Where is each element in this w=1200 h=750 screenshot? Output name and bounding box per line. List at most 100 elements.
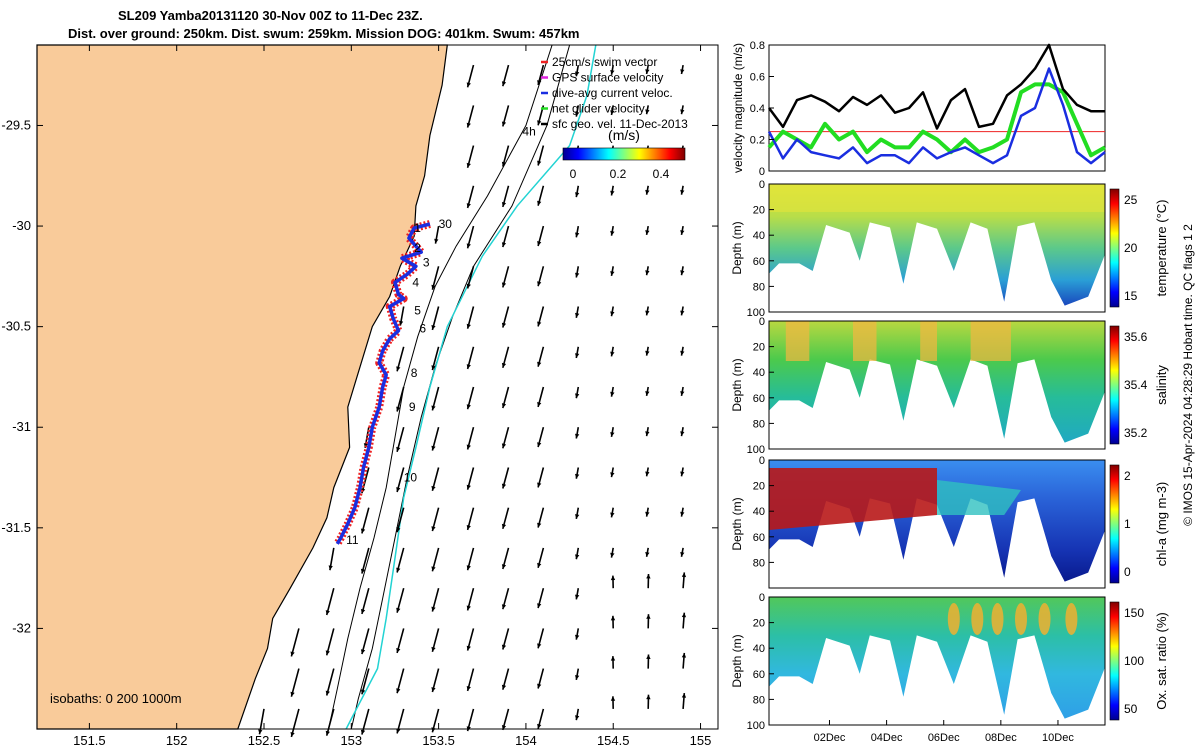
velocity-arrow-head [466,565,471,571]
section-panel-chl-a: 0 20 40 60 80 Depth (m) 2 1 0 chl-a (mg m-3) [730,455,1169,589]
velocity-arrow-head [537,482,542,488]
velocity-arrow-head [575,232,580,238]
section-y-tick-label: 60 [753,669,765,681]
velocity-arrow-head [501,161,507,167]
section-colorbar-label: chl-a (mg m-3) [1154,482,1169,567]
track-day-label: 10 [404,471,418,485]
velocity-arrow-head [575,71,580,77]
section-y-tick-label: 20 [753,481,765,493]
velocity-arrow-head [396,446,401,452]
velocity-arrow-head [537,281,542,287]
track-day-label: 6 [419,322,426,336]
track-day-label: 30 [439,217,453,231]
section-colorbar [1109,601,1120,721]
velocity-arrow-head [680,189,685,195]
section-colorbar-tick: 35.4 [1124,378,1148,392]
velocity-arrow-head [290,691,295,697]
date-tick-label: 08Dec [985,732,1017,744]
section-colorbar-tick: 50 [1124,702,1138,716]
velocity-arrow-head [466,122,471,128]
velocity-arrow-head [396,607,401,613]
velocity-arrow-head [680,511,685,517]
velocity-arrow-head [610,512,615,518]
velocity-arrow-head [434,238,439,244]
dive-avg-current-track [335,222,431,545]
velocity-arrow-head [610,472,615,478]
velocity-arrow-shaft [290,708,300,738]
section-colorbar-label: Ox. sat. ratio (%) [1154,612,1169,710]
section-y-tick-label: 20 [753,205,765,217]
velocity-arrow-head [501,282,507,288]
section-colorbar-tick: 25 [1124,193,1138,207]
velocity-arrow-head [680,109,685,115]
track-day-label: 8 [411,366,418,380]
section-y-tick-label: 0 [759,179,765,191]
velocity-arrow-head [466,645,471,651]
track-day-label: 4 [412,275,419,289]
legend-entry: GPS surface velocity [552,71,663,85]
velocity-arrow-head [537,522,542,528]
velocity-arrow-shaft [290,628,300,657]
section-frame [768,596,1106,726]
track-day-label: 2 [414,241,421,255]
velocity-arrow-head [537,603,542,609]
velocity-arrow-head [537,402,542,407]
velocity-arrow-head [396,366,401,372]
velocity-arrow-head [610,615,616,621]
section-y-tick-label: 80 [753,418,765,430]
velocity-arrow-head [290,732,295,737]
velocity-arrow-head [431,405,436,411]
velocity-arrow-head [681,612,687,618]
velocity-arrow-head [575,514,580,519]
velocity-arrow-head [575,111,580,117]
velocity-arrow-head [466,404,471,410]
track-day-label: 11 [346,533,359,547]
track-day-label: 3 [423,255,430,269]
section-oxygen-maximum [1015,603,1027,635]
section-colorbar-tick: 100 [1124,654,1144,668]
velocity-arrow-head [431,566,436,572]
velocity-arrow-head [645,391,650,396]
section-colorbar-label: temperature (°C) [1154,200,1169,297]
section-panel-oxygen: 0 20 40 60 80 100 Depth (m) 150 100 50 Ox. sat. ra… [730,592,1169,732]
velocity-arrow-head [610,70,615,75]
velocity-arrow-head [466,243,471,249]
velocity-arrow-head [680,270,685,276]
map-y-tick-label: -30 [12,218,31,233]
velocity-ylabel: velocity magnitude (m/s) [731,43,745,173]
velocity-arrow-head [537,160,542,166]
velocity-arrow-head [537,241,542,246]
velocity-y-tick-label: 0.2 [750,135,765,147]
map-y-tick-label: -29.5 [1,117,31,132]
velocity-arrow-head [575,634,580,640]
velocity-series-line [767,82,1106,158]
velocity-y-tick-label: 0 [759,166,765,178]
velocity-arrow-head [360,649,366,655]
velocity-arrow-shaft [325,628,335,656]
velocity-arrow-head [325,650,330,656]
velocity-arrow-head [501,202,507,207]
velocity-arrow-head [537,361,542,367]
velocity-arrow-head [575,675,580,680]
section-oxygen-maximum [991,603,1004,635]
section-y-tick-label: 100 [747,307,765,319]
velocity-arrow-head [645,471,650,477]
velocity-arrow-head [645,310,650,316]
velocity-arrow-head [610,190,615,196]
section-ylabel: Depth (m) [730,497,744,550]
velocity-arrow-head [396,487,401,492]
section-y-tick-label: 80 [753,281,765,293]
velocity-arrow-head [466,525,471,530]
velocity-arrow-head [466,686,471,691]
map-x-tick-label: 153 [340,733,362,748]
velocity-arrow-head [501,362,507,368]
velocity-arrow-head [325,690,330,696]
velocity-arrow-head [431,365,436,371]
legend-entry: 25cm/s swim vector [552,55,657,69]
map-y-tick-label: -30.5 [1,319,31,334]
date-tick-label: 02Dec [814,732,846,744]
velocity-arrow-head [360,689,366,695]
isobaths-label: isobaths: 0 200 1000m [50,691,182,706]
section-colorbar-label: salinity [1154,365,1169,405]
velocity-arrow-head [610,432,615,437]
